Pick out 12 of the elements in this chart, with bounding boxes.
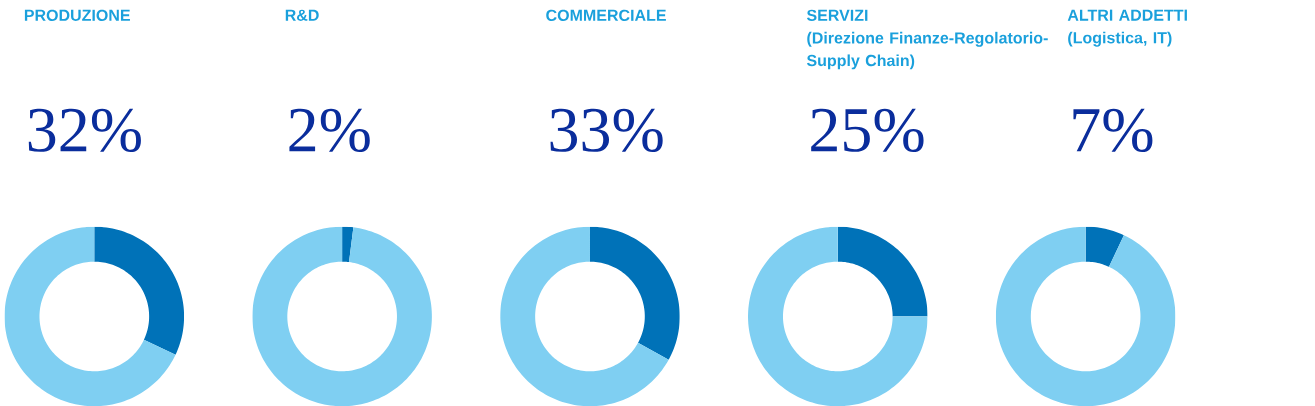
data-label: 7% (1073, 108, 1153, 152)
data-label: 32% (28, 108, 141, 152)
chart-title: R&D (285, 9, 319, 21)
chart-title: PRODUZIONE (24, 9, 130, 21)
data-label: 25% (811, 108, 924, 152)
chart-subtitle: (Logistica, IT) (1068, 31, 1172, 47)
data-label: 33% (550, 108, 663, 152)
chart-title: COMMERCIALE (546, 9, 666, 21)
chart-title: ALTRI ADDETTI (1067, 9, 1187, 21)
chart-subtitle: (Direzione Finanze-Regolatorio-Supply Chain) (806, 31, 1048, 70)
data-label: 2% (289, 108, 370, 152)
chart-title: SERVIZI (806, 9, 868, 21)
